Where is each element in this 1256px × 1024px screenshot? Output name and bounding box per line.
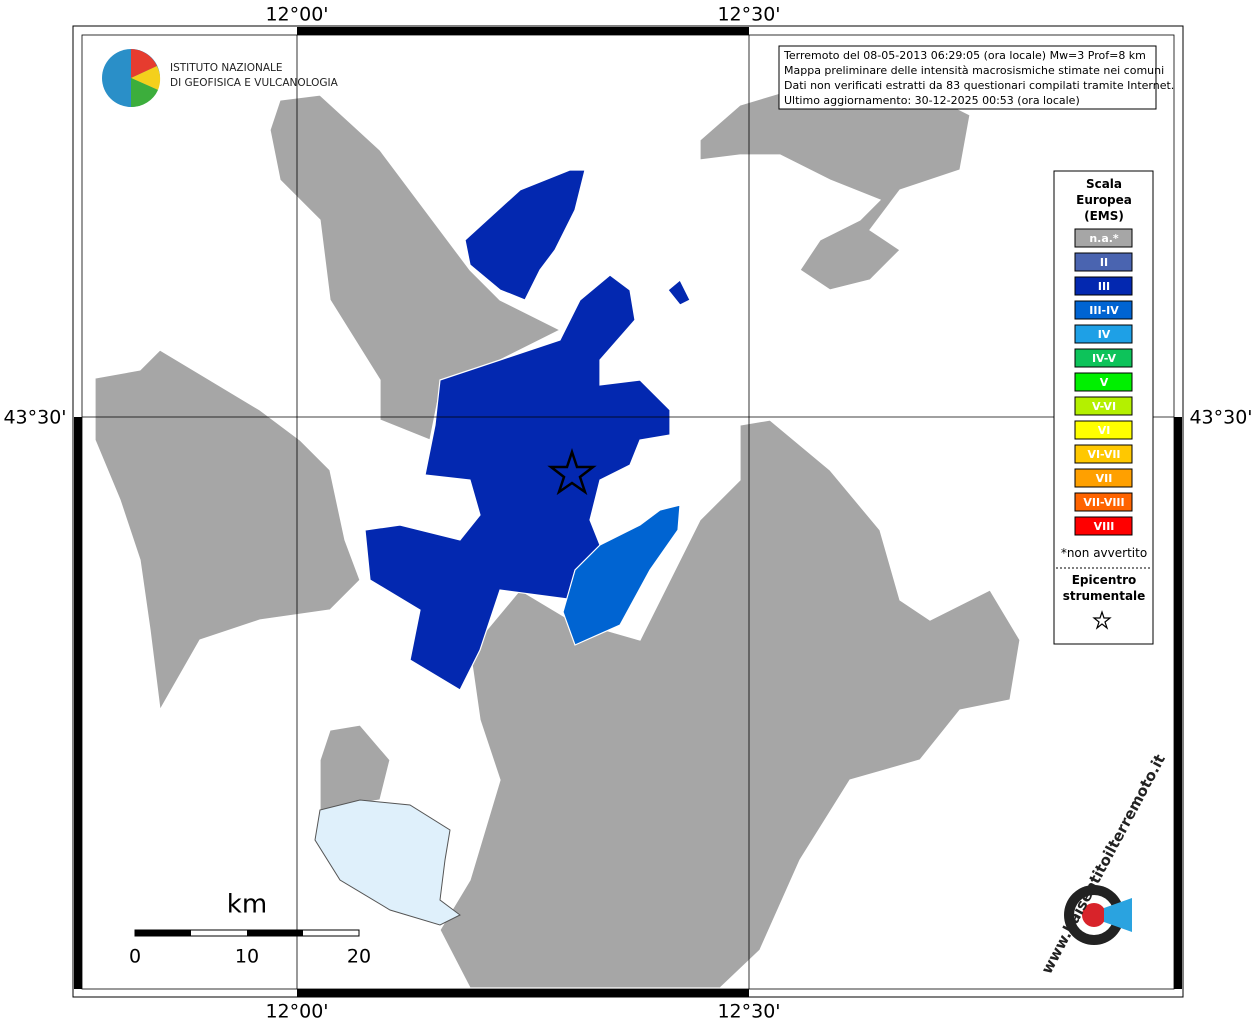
legend: ScalaEuropea(EMS)n.a.*IIIIIIII-IVIVIV-VV… [1061,177,1147,603]
legend-swatch [1074,444,1133,464]
lake [314,799,461,926]
legend-title: Scala [1086,177,1122,191]
legend-swatch [1074,300,1133,320]
logo-ring [1082,903,1106,927]
legend-epicenter: strumentale [1063,589,1146,603]
legend-swatch [1074,492,1133,512]
frame-bar [297,27,749,35]
legend-epicenter: Epicentro [1072,573,1137,587]
regions [94,69,1021,989]
legend-label: III [1098,280,1110,293]
legend-note: *non avvertito [1061,546,1147,560]
lon-label: 12°30' [717,4,780,26]
legend-label: V-VI [1092,400,1116,413]
legend-swatch [1074,420,1133,440]
info-line: Dati non verificati estratti da 83 quest… [784,79,1174,92]
info-line: Terremoto del 08-05-2013 06:29:05 (ora l… [783,49,1146,62]
legend-star [1092,610,1112,630]
lon-label: 12°30' [717,1001,780,1023]
institute-name: ISTITUTO NAZIONALE [170,62,283,74]
region [439,419,1021,989]
lat-label: 43°30' [3,407,66,429]
scale-unit: km [227,890,267,920]
frame-inner [81,34,1175,990]
frame-bar [1174,417,1182,989]
info-box [778,45,1157,110]
info-lines: Terremoto del 08-05-2013 06:29:05 (ora l… [783,49,1174,107]
scale-bar: km 0 10 20 [129,890,371,968]
legend-label: VI-VII [1087,448,1120,461]
lat-label: 43°30' [1189,407,1252,429]
region [464,169,586,301]
legend-label: V [1100,376,1109,389]
logo-segment [131,66,161,90]
legend-label: VI [1098,424,1111,437]
info-line: Ultimo aggiornamento: 30-12-2025 00:53 (… [784,94,1080,107]
legend-swatch [1074,372,1133,392]
scale-label: 10 [235,946,259,968]
logo-horn [1104,898,1132,932]
lon-label: 12°00' [265,1001,328,1023]
legend-swatch [1074,252,1133,272]
region [562,504,681,646]
legend-label: II [1100,256,1108,269]
legend-label: VIII [1094,520,1115,533]
scale-bar-segment [247,930,303,936]
info-line: Mappa preliminare delle intensità macros… [784,64,1164,77]
epicenter-star [547,448,597,496]
region [94,349,361,712]
scale-label: 0 [129,946,141,968]
legend-title: Europea [1076,193,1132,207]
ingv-logo: ISTITUTO NAZIONALE DI GEOFISICA E VULCAN… [102,49,339,108]
frame-bar [297,989,749,997]
legend-label: III-IV [1089,304,1119,317]
legend-swatch [1074,396,1133,416]
frame-bar [74,417,82,989]
legend-label: n.a.* [1089,232,1119,245]
legend-label: IV-V [1092,352,1117,365]
logo-segment [131,49,157,78]
legend-swatch [1074,276,1133,296]
scale-bar-segment [135,930,191,936]
region [364,274,671,691]
scale-label: 20 [347,946,371,968]
institute-name: DI GEOFISICA E VULCANOLOGIA [170,77,339,89]
region [319,724,391,811]
legend-swatch [1074,228,1133,248]
lon-label: 12°00' [265,4,328,26]
legend-label: VII [1096,472,1113,485]
region [667,279,691,306]
legend-swatch [1074,324,1133,344]
legend-label: IV [1098,328,1111,341]
logo-segment [131,78,158,108]
legend-title: (EMS) [1084,209,1124,223]
legend-swatch [1074,348,1133,368]
legend-swatch [1074,468,1133,488]
legend-label: VII-VIII [1083,496,1124,509]
legend-swatch [1074,516,1133,536]
